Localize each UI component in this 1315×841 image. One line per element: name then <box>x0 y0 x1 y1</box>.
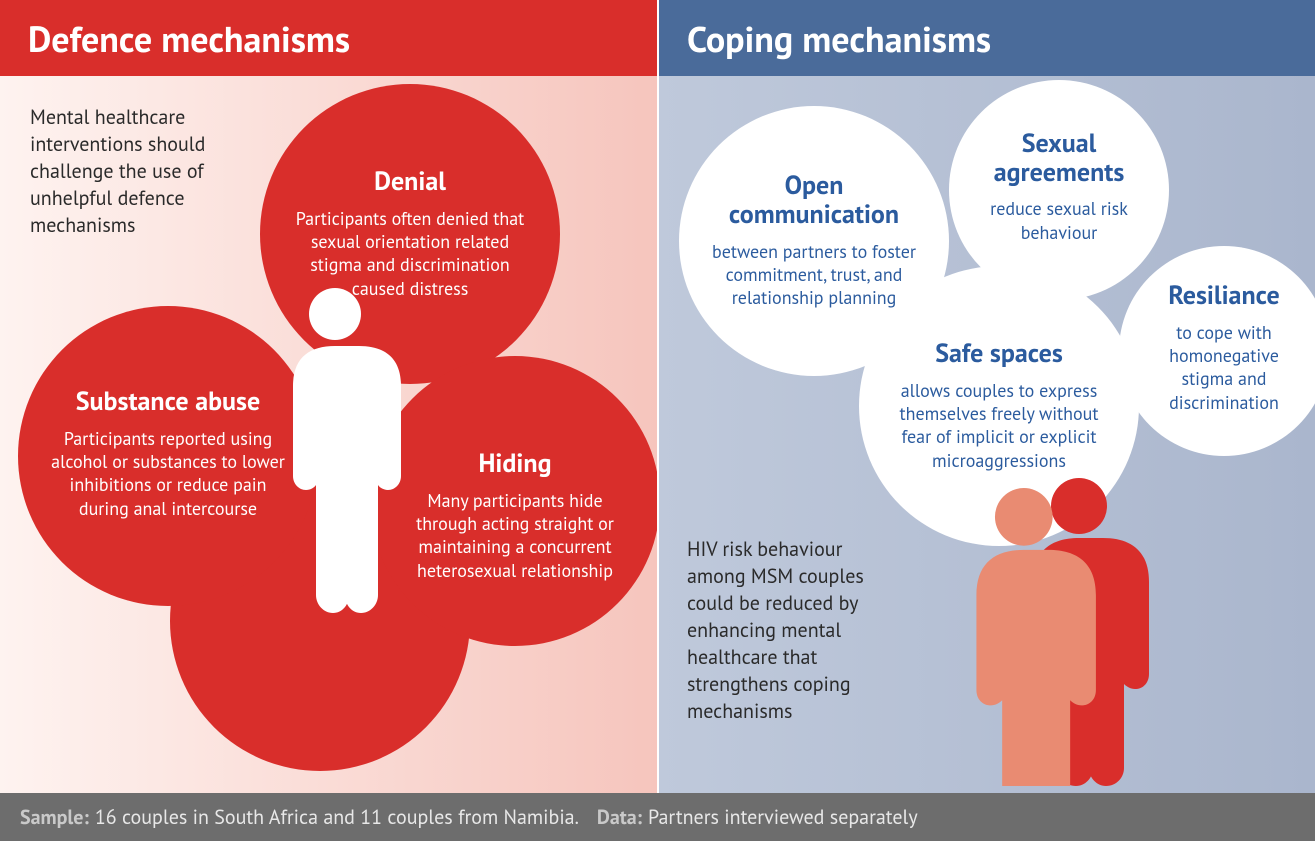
footer-value: Partners interviewed separately <box>648 804 918 830</box>
coping-intro-text: HIV risk behaviour among MSM couples cou… <box>687 536 897 725</box>
circle-substance-abuse-title: Substance abuse <box>76 388 260 417</box>
circle-sexual-agreements-desc: reduce sexual risk behaviour <box>979 197 1139 244</box>
panel-coping-body: Open communication between partners to fo… <box>657 76 1315 793</box>
person-icon <box>265 286 405 616</box>
circle-safe-spaces-desc: allows couples to express themselves fre… <box>889 379 1109 473</box>
circle-resiliance-title: Resiliance <box>1168 282 1279 311</box>
circle-hiding-title: Hiding <box>478 450 551 479</box>
footer-bar: Sample:16 couples in South Africa and 11… <box>0 793 1315 841</box>
infographic-root: Defence mechanisms Mental healthcare int… <box>0 0 1315 841</box>
circle-substance-abuse-desc: Participants reported using alcohol or s… <box>48 427 288 521</box>
circle-resiliance-desc: to cope with homonegative stigma and dis… <box>1149 321 1299 415</box>
footer-key: Data: <box>597 804 642 830</box>
panel-coping-title: Coping mechanisms <box>687 15 991 62</box>
circle-hiding-desc: Many participants hide through acting st… <box>400 489 630 583</box>
panel-defence-body: Mental healthcare interventions should c… <box>0 76 657 793</box>
circle-denial-title: Denial <box>374 168 446 197</box>
defence-intro-text: Mental healthcare interventions should c… <box>30 104 250 239</box>
couple-icon <box>919 476 1169 786</box>
panel-defence-title: Defence mechanisms <box>28 15 350 62</box>
circle-safe-spaces-title: Safe spaces <box>935 340 1063 369</box>
circle-open-communication-title: Open communication <box>709 172 919 229</box>
panel-coping: Coping mechanisms Open communication betw… <box>657 0 1315 793</box>
circle-sexual-agreements-title: Sexual agreements <box>979 130 1139 187</box>
circle-open-communication-desc: between partners to foster commitment, t… <box>709 240 919 310</box>
circle-resiliance: Resiliance to cope with homonegative stig… <box>1119 246 1315 456</box>
circle-hiding: Hiding Many participants hide through act… <box>370 356 660 646</box>
footer-value: 16 couples in South Africa and 11 couple… <box>95 804 579 830</box>
panel-defence: Defence mechanisms Mental healthcare int… <box>0 0 657 793</box>
footer-key: Sample: <box>20 804 89 830</box>
panel-defence-header: Defence mechanisms <box>0 0 657 76</box>
panel-coping-header: Coping mechanisms <box>657 0 1315 76</box>
